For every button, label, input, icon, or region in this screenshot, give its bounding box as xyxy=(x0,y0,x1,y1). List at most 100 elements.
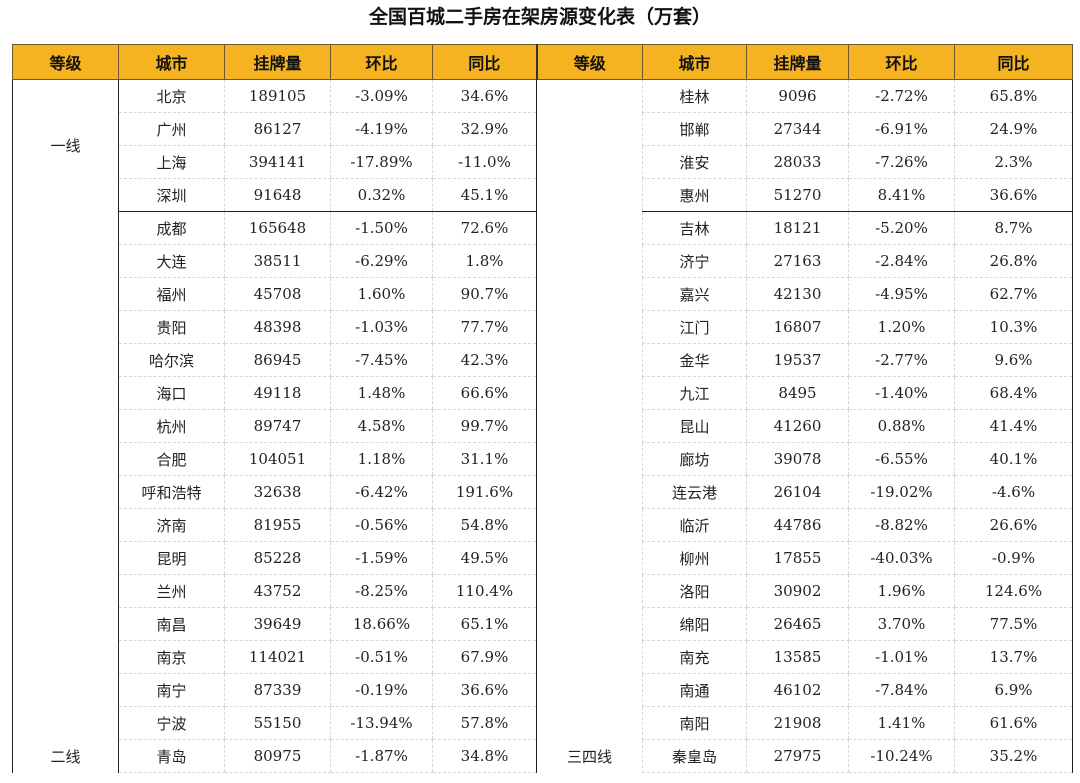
left-mom-cell: 1.18% xyxy=(330,442,433,476)
right-yoy-cell: 77.5% xyxy=(954,607,1073,641)
left-listings-cell: 38511 xyxy=(224,244,331,278)
table-row: 福州 45708 1.60% 90.7% 嘉兴 42130 -4.95% 62.7% xyxy=(13,277,1073,311)
right-city-cell: 金华 xyxy=(642,343,747,377)
tier-label-right xyxy=(537,410,643,443)
tier-label-right xyxy=(537,509,643,542)
left-yoy-cell: 99.7% xyxy=(432,409,537,443)
left-yoy-cell: 66.6% xyxy=(432,376,537,410)
right-listings-cell: 26104 xyxy=(746,475,849,509)
table-title: 全国百城二手房在架房源变化表（万套） xyxy=(368,6,711,28)
left-listings-cell: 81955 xyxy=(224,508,331,542)
left-listings-cell: 189105 xyxy=(224,79,331,113)
left-listings-cell: 55150 xyxy=(224,706,331,740)
table-row: 济南 81955 -0.56% 54.8% 临沂 44786 -8.82% 26.6% xyxy=(13,508,1073,542)
left-city-cell: 贵阳 xyxy=(118,310,225,344)
right-mom-cell: -10.24% xyxy=(848,739,955,773)
right-city-cell: 南阳 xyxy=(642,706,747,740)
right-listings-cell: 39078 xyxy=(746,442,849,476)
tier-label-right xyxy=(537,80,643,113)
right-city-cell: 洛阳 xyxy=(642,574,747,608)
left-city-cell: 合肥 xyxy=(118,442,225,476)
right-mom-cell: -1.40% xyxy=(848,376,955,410)
right-mom-cell: -6.55% xyxy=(848,442,955,476)
left-mom-cell: -8.25% xyxy=(330,574,433,608)
tier-label-left: 二线 xyxy=(12,211,119,773)
right-city-cell: 临沂 xyxy=(642,508,747,542)
right-listings-cell: 21908 xyxy=(746,706,849,740)
right-mom-cell: -2.72% xyxy=(848,79,955,113)
left-listings-cell: 39649 xyxy=(224,607,331,641)
left-mom-cell: -6.42% xyxy=(330,475,433,509)
right-yoy-cell: 124.6% xyxy=(954,574,1073,608)
table-row: 昆明 85228 -1.59% 49.5% 柳州 17855 -40.03% -0.9% xyxy=(13,541,1073,575)
right-city-cell: 吉林 xyxy=(642,211,747,245)
right-city-cell: 绵阳 xyxy=(642,607,747,641)
right-mom-cell: -2.84% xyxy=(848,244,955,278)
left-yoy-cell: 36.6% xyxy=(432,673,537,707)
right-city-cell: 柳州 xyxy=(642,541,747,575)
tier-label-right xyxy=(537,575,643,608)
housing-listings-table: 等级 城市 挂牌量 环比 同比 等级 城市 挂牌量 环比 同比 一线 北京 1891… xyxy=(12,44,1073,773)
right-yoy-cell: 13.7% xyxy=(954,640,1073,674)
table-body: 一线 北京 189105 -3.09% 34.6% 桂林 9096 -2.72% 65.8% 广州… xyxy=(12,79,1073,773)
right-city-cell: 连云港 xyxy=(642,475,747,509)
left-mom-cell: -1.50% xyxy=(330,211,433,245)
table-row: 青岛 80975 -1.87% 34.8% 三四线 秦皇岛 27975 -10.24% 35.2… xyxy=(13,739,1073,773)
right-yoy-cell: 36.6% xyxy=(954,178,1073,212)
right-mom-cell: 3.70% xyxy=(848,607,955,641)
header-tier-right: 等级 xyxy=(536,44,643,80)
left-mom-cell: -17.89% xyxy=(330,145,433,179)
left-mom-cell: 0.32% xyxy=(330,178,433,212)
left-yoy-cell: 77.7% xyxy=(432,310,537,344)
tier-label-right xyxy=(537,179,643,212)
right-mom-cell: 0.88% xyxy=(848,409,955,443)
right-mom-cell: -6.91% xyxy=(848,112,955,146)
header-city-left: 城市 xyxy=(118,44,225,80)
right-listings-cell: 8495 xyxy=(746,376,849,410)
left-mom-cell: -0.56% xyxy=(330,508,433,542)
right-listings-cell: 16807 xyxy=(746,310,849,344)
tier-label-right: 三四线 xyxy=(566,747,612,766)
tier-label-right xyxy=(537,608,643,641)
left-yoy-cell: 57.8% xyxy=(432,706,537,740)
right-yoy-cell: 41.4% xyxy=(954,409,1073,443)
tier-label-right xyxy=(537,377,643,410)
tier-label-right xyxy=(537,542,643,575)
left-city-cell: 深圳 xyxy=(118,178,225,212)
left-listings-cell: 89747 xyxy=(224,409,331,443)
right-mom-cell: -19.02% xyxy=(848,475,955,509)
right-listings-cell: 44786 xyxy=(746,508,849,542)
right-city-cell: 惠州 xyxy=(642,178,747,212)
left-mom-cell: 4.58% xyxy=(330,409,433,443)
left-city-cell: 济南 xyxy=(118,508,225,542)
left-listings-cell: 91648 xyxy=(224,178,331,212)
right-listings-cell: 41260 xyxy=(746,409,849,443)
right-yoy-cell: 65.8% xyxy=(954,79,1073,113)
table-row: 哈尔滨 86945 -7.45% 42.3% 金华 19537 -2.77% 9.6% xyxy=(13,343,1073,377)
header-yoy-left: 同比 xyxy=(432,44,538,80)
left-listings-cell: 43752 xyxy=(224,574,331,608)
right-city-cell: 嘉兴 xyxy=(642,277,747,311)
header-city-right: 城市 xyxy=(642,44,747,80)
left-yoy-cell: 90.7% xyxy=(432,277,537,311)
header-tier-left: 等级 xyxy=(12,44,119,80)
left-listings-cell: 87339 xyxy=(224,673,331,707)
table-row: 兰州 43752 -8.25% 110.4% 洛阳 30902 1.96% 124.6% xyxy=(13,574,1073,608)
right-listings-cell: 51270 xyxy=(746,178,849,212)
right-yoy-cell: 68.4% xyxy=(954,376,1073,410)
left-mom-cell: 1.48% xyxy=(330,376,433,410)
left-city-cell: 海口 xyxy=(118,376,225,410)
right-city-cell: 桂林 xyxy=(642,79,747,113)
header-mom-left: 环比 xyxy=(330,44,433,80)
left-listings-cell: 104051 xyxy=(224,442,331,476)
header-listings-left: 挂牌量 xyxy=(224,44,331,80)
tier-label-right xyxy=(537,212,643,245)
left-listings-cell: 85228 xyxy=(224,541,331,575)
tier-label-right xyxy=(537,641,643,674)
table-row: 合肥 104051 1.18% 31.1% 廊坊 39078 -6.55% 40.1% xyxy=(13,442,1073,476)
left-mom-cell: -13.94% xyxy=(330,706,433,740)
right-mom-cell: -7.26% xyxy=(848,145,955,179)
left-listings-cell: 45708 xyxy=(224,277,331,311)
header-mom-right: 环比 xyxy=(848,44,955,80)
right-listings-cell: 17855 xyxy=(746,541,849,575)
